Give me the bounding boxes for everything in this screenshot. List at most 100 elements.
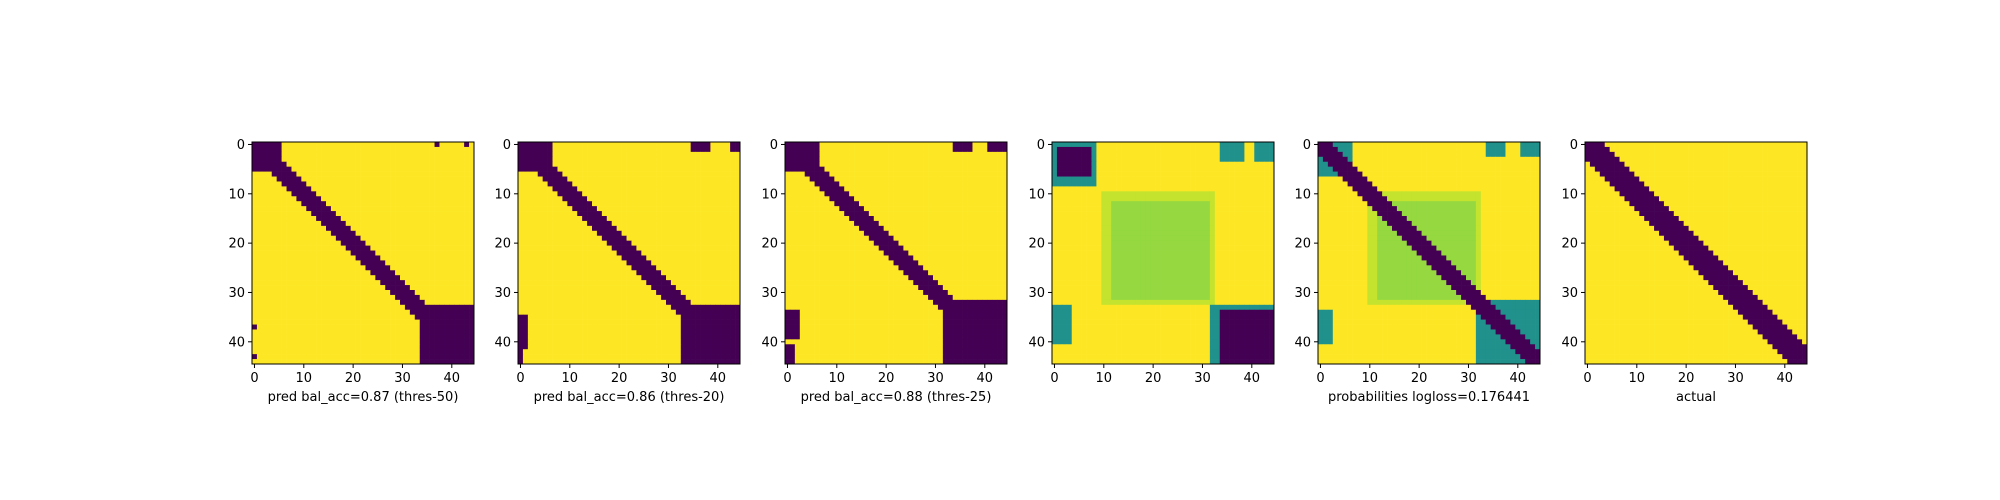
heatmap-cell: [532, 250, 539, 256]
heatmap-cell: [592, 225, 598, 232]
heatmap-cell: [715, 270, 721, 276]
heatmap-cell: [636, 329, 642, 335]
heatmap-cell: [705, 211, 711, 217]
heatmap-cell: [819, 181, 825, 187]
heatmap-cell: [370, 324, 376, 330]
heatmap-cell: [844, 216, 850, 222]
heatmap-cell: [616, 161, 622, 168]
y-tick-label: 30: [494, 286, 511, 301]
heatmap-cell: [350, 216, 356, 222]
heatmap-cell: [449, 349, 455, 355]
heatmap-cell: [824, 176, 830, 182]
heatmap-cell: [794, 156, 801, 163]
heatmap-cell: [720, 349, 726, 355]
heatmap-cell: [1002, 225, 1008, 232]
heatmap-cell: [464, 344, 470, 350]
heatmap-cell: [542, 334, 548, 340]
heatmap-cell: [631, 176, 637, 182]
heatmap-cell: [809, 220, 815, 227]
heatmap-cell: [582, 314, 588, 320]
heatmap-cell: [601, 344, 608, 350]
heatmap-cell: [661, 211, 667, 217]
heatmap-cell: [400, 270, 406, 276]
heatmap-cell: [844, 156, 850, 163]
heatmap-cell: [829, 181, 835, 187]
heatmap-cell: [444, 275, 450, 281]
heatmap-cell: [799, 181, 806, 187]
heatmap-cell: [799, 166, 806, 172]
heatmap-cell: [656, 151, 662, 158]
heatmap-cell: [883, 156, 889, 163]
heatmap-cell: [400, 211, 406, 217]
heatmap-cell: [710, 314, 716, 320]
heatmap-cell: [947, 171, 954, 177]
heatmap-cell: [281, 294, 287, 301]
heatmap-cell: [839, 171, 845, 177]
heatmap-cell: [819, 216, 825, 222]
heatmap-cell: [404, 334, 411, 340]
heatmap-cell: [992, 161, 998, 168]
heatmap-cell: [601, 216, 608, 222]
heatmap-cell: [606, 299, 613, 306]
heatmap-cell: [715, 235, 721, 242]
heatmap-cell: [962, 181, 968, 187]
heatmap-cell: [646, 146, 652, 153]
heatmap-cell: [414, 235, 421, 242]
heatmap-cell: [266, 146, 273, 153]
heatmap-cell: [469, 235, 475, 242]
heatmap-cell: [651, 250, 657, 256]
heatmap-cell: [967, 176, 973, 182]
heatmap-cell: [454, 275, 460, 281]
heatmap-cell: [572, 324, 578, 330]
heatmap-cell: [306, 265, 312, 271]
heatmap-cell: [710, 294, 716, 301]
heatmap-cell: [947, 201, 954, 207]
heatmap-cell: [937, 181, 944, 187]
heatmap-cell: [537, 146, 544, 153]
heatmap-cell: [330, 354, 337, 360]
heatmap-cell: [592, 220, 598, 227]
heatmap-cell: [326, 161, 332, 168]
heatmap-cell: [606, 304, 613, 311]
heatmap-cell: [868, 161, 875, 168]
heatmap-cell: [878, 230, 885, 237]
heatmap-cell: [404, 285, 411, 291]
heatmap-cell: [370, 225, 376, 232]
heatmap-cell: [557, 290, 563, 296]
heatmap-cell: [434, 240, 440, 246]
heatmap-cell: [537, 196, 544, 202]
heatmap-cell: [518, 309, 524, 316]
heatmap-cell: [725, 166, 731, 172]
x-tick-label: 30: [660, 371, 677, 386]
heatmap-cell: [868, 211, 875, 217]
heatmap-cell: [661, 142, 667, 148]
heatmap-cell: [375, 304, 381, 311]
heatmap-cell: [542, 191, 548, 197]
heatmap-cell: [532, 334, 539, 340]
heatmap-cell: [252, 240, 258, 246]
heatmap-cell: [562, 304, 568, 311]
heatmap-cell: [700, 265, 706, 271]
heatmap-cell: [587, 191, 593, 197]
heatmap-cell: [582, 329, 588, 335]
heatmap-cell: [547, 329, 553, 335]
heatmap-cell: [844, 211, 850, 217]
heatmap-cell: [375, 339, 381, 345]
heatmap-cell: [419, 260, 426, 266]
heatmap-cell: [414, 299, 421, 306]
heatmap-cell: [804, 235, 811, 242]
heatmap-cell: [670, 359, 677, 365]
heatmap-cell: [794, 206, 801, 212]
heatmap-cell: [636, 290, 642, 296]
heatmap-cell: [306, 181, 312, 187]
heatmap-cell: [365, 359, 371, 365]
heatmap-cell: [527, 196, 534, 202]
heatmap-cell: [577, 250, 583, 256]
heatmap-cell: [903, 216, 909, 222]
heatmap-cell: [651, 161, 657, 168]
heatmap-cell: [414, 280, 421, 286]
heatmap-cell: [256, 349, 263, 355]
heatmap-cell: [286, 206, 292, 212]
heatmap-cell: [261, 314, 268, 320]
heatmap-cell: [651, 156, 657, 163]
